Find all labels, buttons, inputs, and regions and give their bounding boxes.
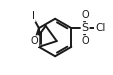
Text: Cl: Cl [95,23,105,33]
Text: O: O [31,36,38,46]
Text: O: O [81,10,88,20]
Text: S: S [81,23,88,33]
Text: I: I [32,11,34,21]
Text: O: O [81,36,88,46]
